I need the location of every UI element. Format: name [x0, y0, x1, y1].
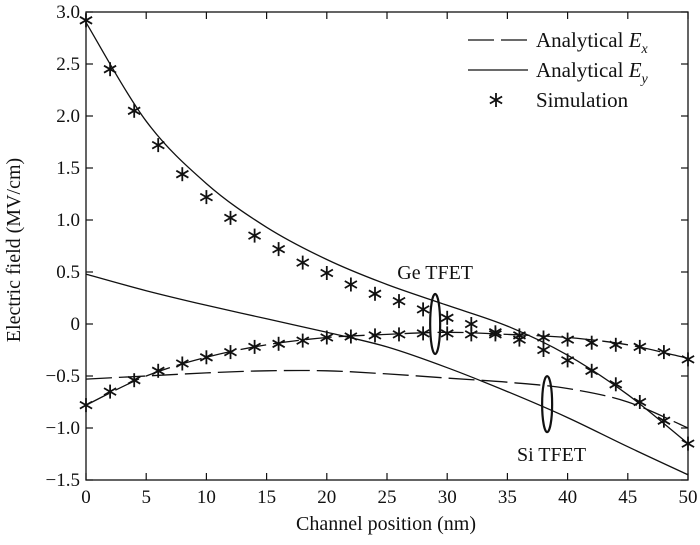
simulation-point [344, 329, 358, 344]
y-axis-title: Electric field (MV/cm) [3, 158, 25, 342]
y-tick-label: 2.0 [56, 106, 80, 127]
simulation-point [512, 328, 526, 343]
simulation-point [79, 398, 93, 413]
x-tick-label: 25 [378, 487, 397, 508]
y-tick-label: 2.5 [56, 54, 80, 75]
simulation-point [296, 333, 310, 348]
simulation-point [440, 326, 454, 341]
si-tfet-ellipse [541, 374, 554, 434]
simulation-point [223, 345, 237, 360]
simulation-point [103, 384, 117, 399]
simulation-point [199, 190, 213, 205]
simulation-point [585, 335, 599, 350]
simulation-point [320, 266, 334, 280]
analytical-ey-line [85, 22, 689, 445]
x-tick-label: 15 [257, 487, 276, 508]
x-tick-label: 10 [197, 487, 216, 508]
simulation-point [561, 353, 575, 368]
simulation-point [537, 343, 551, 357]
simulation-point [199, 350, 213, 365]
simulation-point [175, 167, 189, 182]
simulation-series [79, 13, 695, 451]
legend-simulation-marker [489, 93, 503, 107]
simulation-point [681, 352, 695, 367]
simulation-point [127, 373, 141, 388]
simulation-point [151, 363, 165, 378]
legend-label: Simulation [536, 88, 629, 112]
simulation-point [272, 336, 286, 351]
simulation-point [127, 103, 141, 118]
y-tick-label: −1.0 [46, 418, 80, 439]
simulation-point [681, 436, 695, 451]
simulation-point [609, 377, 623, 392]
simulation-point [296, 255, 310, 270]
x-tick-label: 40 [558, 487, 577, 508]
simulation-point [223, 210, 237, 225]
ge-tfet-ellipse [429, 292, 442, 356]
legend-label: Analytical Ex [536, 28, 649, 57]
y-tick-label: 1.0 [56, 210, 80, 231]
simulation-point [609, 337, 623, 352]
simulation-point [416, 302, 430, 317]
simulation-point [103, 62, 117, 77]
simulation-point [440, 310, 454, 325]
x-tick-label: 45 [618, 487, 637, 508]
y-tick-label: 0 [71, 314, 81, 335]
simulation-point [537, 330, 551, 345]
ge-tfet-label: Ge TFET [397, 262, 473, 284]
simulation-point [657, 413, 671, 428]
simulation-point [272, 242, 286, 257]
series-layer [79, 13, 695, 476]
plot-border [85, 11, 689, 481]
x-tick-label: 0 [81, 487, 91, 508]
simulation-point [392, 294, 406, 309]
simulation-point [585, 363, 599, 378]
simulation-point [175, 356, 189, 371]
si-tfet-label: Si TFET [517, 444, 586, 466]
simulation-point [633, 339, 647, 354]
x-axis-title: Channel position (nm) [296, 513, 476, 535]
legend-label: Analytical Ey [536, 58, 649, 87]
simulation-point [368, 328, 382, 343]
annotation-layer: Ge TFET Si TFET [397, 262, 586, 466]
analytical-ex-line [85, 369, 689, 429]
simulation-point [248, 339, 262, 354]
simulation-point [488, 327, 502, 342]
y-tick-label: 1.5 [56, 158, 80, 179]
simulation-point [151, 138, 165, 153]
simulation-point [633, 395, 647, 409]
x-tick-label: 30 [438, 487, 457, 508]
y-tick-label: 0.5 [56, 262, 80, 283]
simulation-point [416, 326, 430, 341]
simulation-series [79, 326, 695, 413]
y-tick-label: −0.5 [46, 366, 80, 387]
simulation-point [561, 332, 575, 347]
x-tick-label: 50 [679, 487, 698, 508]
simulation-point [392, 327, 406, 342]
y-tick-label: 3.0 [56, 2, 80, 23]
analytical-ey-line [85, 273, 689, 476]
ticks-layer: 0 5 10 15 20 25 30 35 40 45 50 −1.5 −1.0 −0.5 0 0.5 1.0 1… [46, 2, 698, 508]
simulation-point [657, 345, 671, 360]
simulation-point [464, 327, 478, 342]
plot-frame [85, 11, 689, 481]
x-tick-label: 20 [317, 487, 336, 508]
simulation-point [368, 286, 382, 301]
simulation-point [248, 228, 262, 243]
simulation-point [320, 330, 334, 345]
x-tick-label: 35 [498, 487, 517, 508]
y-tick-label: −1.5 [46, 470, 80, 491]
simulation-point [344, 277, 358, 292]
x-tick-label: 5 [141, 487, 151, 508]
